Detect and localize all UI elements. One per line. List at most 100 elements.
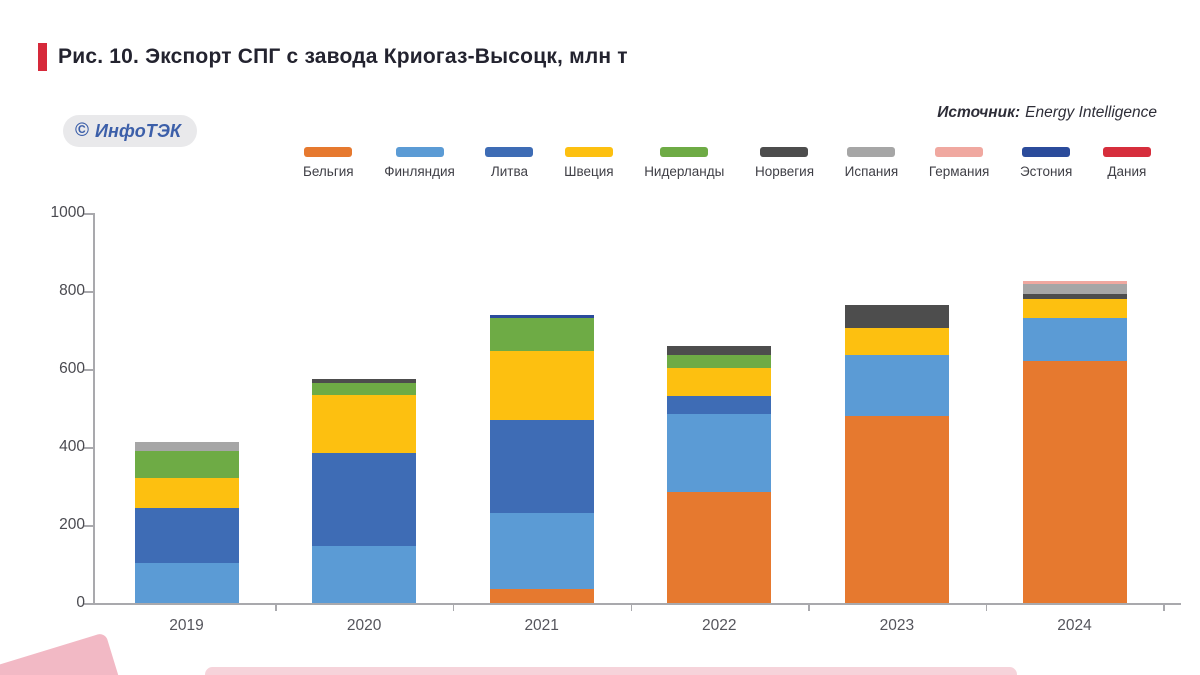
- legend-item-Бельгия: Бельгия: [303, 147, 354, 179]
- x-axis-category-label: 2020: [346, 617, 382, 634]
- bar-segment-2021-Швеция: [489, 351, 594, 420]
- y-axis-tick-label: 800: [59, 282, 85, 299]
- y-axis-tick-label: 200: [59, 516, 85, 533]
- y-axis-tick-label: 0: [76, 594, 85, 611]
- bar-segment-2020-Финляндия: [312, 546, 417, 603]
- bar-segment-2022-Нидерланды: [667, 355, 772, 369]
- legend-swatch: [760, 147, 809, 157]
- legend-swatch: [304, 147, 353, 157]
- source-value: Energy Intelligence: [1025, 104, 1157, 121]
- legend: Бельгия Финляндия Литва Швеция Нидерланды Нор…: [303, 147, 1151, 179]
- legend-swatch: [847, 147, 896, 157]
- bottom-pink-band-decoration: [205, 667, 1017, 675]
- bar-segment-2023-Швеция: [844, 328, 949, 356]
- bar-segment-2020-Нидерланды: [312, 383, 417, 396]
- bar-segment-2020-Норвегия: [312, 378, 417, 384]
- legend-swatch: [660, 147, 709, 157]
- y-axis-tick: [84, 213, 93, 215]
- x-axis-category-label: 2023: [879, 617, 915, 634]
- y-axis-tick: [84, 603, 93, 605]
- x-axis-tick: [452, 603, 455, 611]
- bar-segment-2024-Швеция: [1022, 298, 1127, 318]
- legend-label: Испания: [844, 164, 899, 179]
- y-axis-line: [93, 213, 95, 603]
- source-label: Источник:: [937, 104, 1021, 121]
- bar-segment-2022-Швеция: [667, 368, 772, 397]
- legend-swatch: [1022, 147, 1071, 157]
- legend-label: Норвегия: [754, 164, 815, 179]
- x-axis-category-label: 2022: [702, 617, 737, 634]
- bar-segment-2023-Норвегия: [844, 304, 949, 329]
- x-axis-tick: [1163, 603, 1165, 611]
- infotek-logo-text: ИнфоТЭК: [95, 120, 181, 141]
- legend-item-Финляндия: Финляндия: [384, 147, 455, 179]
- bar-segment-2020-Швеция: [312, 395, 417, 453]
- bar-segment-2019-Испания: [134, 442, 239, 451]
- bar-segment-2019-Швеция: [134, 478, 239, 509]
- source-note: Источник: Energy Intelligence: [937, 104, 1157, 122]
- bar-segment-2020-Литва: [312, 452, 417, 547]
- legend-label: Дания: [1107, 164, 1147, 179]
- legend-item-Германия: Германия: [928, 147, 990, 179]
- x-axis-line: [93, 603, 1181, 605]
- bottom-left-pink-corner-decoration: [0, 632, 121, 675]
- x-axis-tick: [808, 603, 810, 611]
- infotek-logo-badge: © ИнфоТЭК: [63, 115, 197, 147]
- bar-segment-2024-Финляндия: [1022, 317, 1127, 362]
- figure-title: Рис. 10. Экспорт СПГ с завода Криогаз-Вы…: [58, 45, 628, 68]
- bar-segment-2024-Германия: [1022, 281, 1127, 284]
- bar-segment-2021-Литва: [489, 419, 594, 514]
- x-axis-tick: [275, 603, 277, 611]
- legend-swatch: [1102, 147, 1151, 157]
- legend-item-Литва: Литва: [485, 147, 534, 179]
- y-axis-tick: [84, 447, 93, 449]
- legend-swatch: [935, 147, 984, 157]
- bar-segment-2022-Финляндия: [667, 413, 772, 492]
- legend-label: Литва: [490, 164, 529, 179]
- x-axis-category-label: 2021: [524, 617, 559, 634]
- bar-segment-2021-Нидерланды: [489, 318, 594, 352]
- x-axis-tick: [985, 603, 988, 611]
- bar-segment-2019-Финляндия: [134, 562, 239, 603]
- legend-swatch: [395, 147, 444, 157]
- bar-segment-2024-Норвегия: [1022, 293, 1127, 299]
- legend-item-Дания: Дания: [1102, 147, 1151, 179]
- legend-swatch: [564, 147, 613, 157]
- bar-segment-2023-Бельгия: [844, 415, 949, 603]
- x-axis-tick: [630, 603, 632, 611]
- x-axis-category-label: 2024: [1057, 617, 1092, 634]
- y-axis-tick: [84, 291, 93, 293]
- title-accent-bar: [38, 43, 47, 71]
- bar-segment-2022-Бельгия: [667, 491, 772, 603]
- bar-segment-2019-Нидерланды: [134, 450, 239, 479]
- bar-segment-2021-Эстония: [489, 315, 594, 319]
- legend-label: Эстония: [1019, 164, 1073, 179]
- bar-segment-2019-Литва: [134, 508, 239, 563]
- bar-segment-2022-Норвегия: [667, 345, 772, 356]
- bar-segment-2022-Литва: [667, 396, 772, 414]
- legend-item-Испания: Испания: [844, 147, 899, 179]
- y-axis-tick: [84, 369, 93, 371]
- y-axis-tick-label: 400: [59, 438, 85, 455]
- legend-item-Нидерланды: Нидерланды: [644, 147, 724, 179]
- bar-segment-2021-Бельгия: [489, 589, 594, 603]
- legend-item-Швеция: Швеция: [564, 147, 614, 179]
- legend-label: Германия: [928, 164, 990, 179]
- legend-label: Нидерланды: [644, 164, 725, 179]
- y-axis-tick-label: 1000: [50, 204, 85, 221]
- bar-segment-2024-Бельгия: [1022, 361, 1127, 603]
- legend-label: Швеция: [564, 164, 614, 179]
- legend-item-Эстония: Эстония: [1020, 147, 1072, 179]
- bar-segment-2024-Испания: [1022, 283, 1127, 294]
- x-axis-category-label: 2019: [169, 617, 204, 634]
- y-axis-tick: [84, 525, 93, 527]
- legend-label: Финляндия: [384, 164, 455, 179]
- legend-item-Норвегия: Норвегия: [755, 147, 814, 179]
- legend-swatch: [485, 147, 534, 157]
- legend-label: Бельгия: [303, 164, 354, 179]
- y-axis-tick-label: 600: [59, 360, 85, 377]
- copyright-icon: ©: [75, 120, 89, 141]
- bar-segment-2021-Финляндия: [489, 513, 594, 590]
- bar-segment-2023-Финляндия: [844, 355, 949, 416]
